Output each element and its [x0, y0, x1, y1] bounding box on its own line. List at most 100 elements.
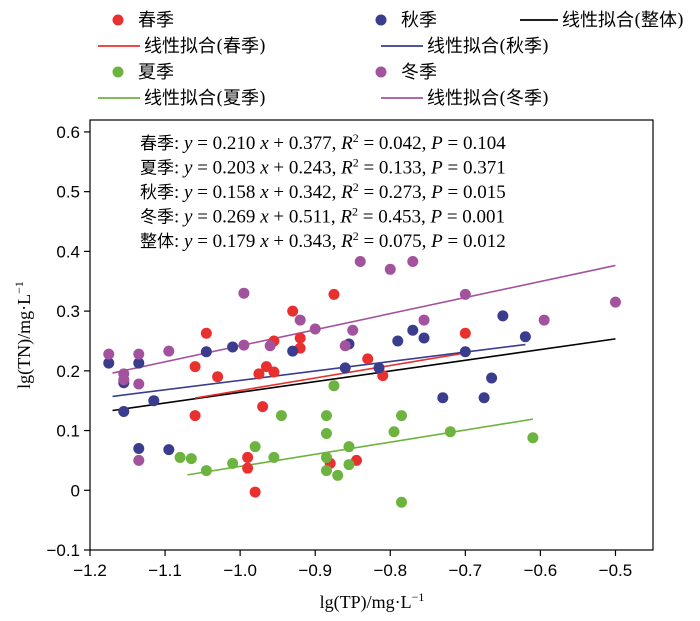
- legend-marker: [375, 14, 387, 26]
- point-秋季: [339, 362, 351, 374]
- annotation-春季: 春季: y = 0.210 x + 0.377, R2 = 0.042, P =…: [140, 131, 506, 154]
- point-冬季: [264, 340, 276, 352]
- point-春季: [189, 361, 201, 373]
- point-夏季: [320, 465, 332, 477]
- y-tick-label: 0.4: [56, 242, 80, 261]
- y-tick-label: 0.1: [56, 422, 80, 441]
- point-冬季: [238, 287, 250, 299]
- point-夏季: [332, 469, 344, 481]
- point-夏季: [320, 451, 332, 463]
- point-秋季: [392, 335, 404, 347]
- point-秋季: [227, 341, 239, 353]
- x-tick-label: −0.5: [599, 561, 633, 580]
- legend-label: 线性拟合(夏季): [144, 88, 266, 109]
- point-春季: [362, 353, 374, 365]
- point-秋季: [478, 392, 490, 404]
- point-冬季: [459, 288, 471, 300]
- legend-label: 夏季: [138, 62, 174, 83]
- annotation-夏季: 夏季: y = 0.203 x + 0.243, R2 = 0.133, P =…: [140, 156, 506, 179]
- point-春季: [328, 288, 340, 300]
- point-冬季: [384, 263, 396, 275]
- point-春季: [287, 305, 299, 317]
- point-冬季: [354, 256, 366, 268]
- point-春季: [242, 462, 254, 474]
- legend-item-线性拟合-春季: 线性拟合(春季): [98, 36, 266, 57]
- point-夏季: [227, 457, 239, 469]
- x-tick-label: −0.6: [524, 561, 558, 580]
- point-春季: [294, 332, 306, 344]
- point-秋季: [486, 372, 498, 384]
- y-axis-label: lg(TN)/mg·L−1: [12, 281, 35, 389]
- legend-label: 春季: [138, 10, 174, 31]
- point-冬季: [339, 340, 351, 352]
- legend-item-秋季: 秋季: [375, 10, 437, 31]
- x-tick-label: −1.2: [73, 561, 107, 580]
- point-夏季: [527, 432, 539, 444]
- point-冬季: [103, 348, 115, 360]
- legend-item-冬季: 冬季: [375, 62, 437, 83]
- point-春季: [212, 371, 224, 383]
- point-冬季: [418, 314, 430, 326]
- annotation-冬季: 冬季: y = 0.269 x + 0.511, R2 = 0.453, P =…: [140, 205, 505, 228]
- point-夏季: [275, 410, 287, 422]
- fit-line-秋季: [112, 343, 526, 398]
- point-春季: [253, 368, 265, 380]
- legend-label: 线性拟合(整体): [562, 10, 684, 31]
- x-axis-label: lg(TP)/mg·L−1: [320, 590, 425, 613]
- point-夏季: [343, 459, 355, 471]
- point-冬季: [294, 314, 306, 326]
- point-冬季: [133, 348, 145, 360]
- point-春季: [249, 486, 261, 498]
- point-秋季: [133, 357, 145, 369]
- annotation-整体: 整体: y = 0.179 x + 0.343, R2 = 0.075, P =…: [140, 229, 506, 252]
- legend-label: 线性拟合(秋季): [427, 36, 549, 57]
- point-春季: [268, 366, 280, 378]
- point-夏季: [174, 451, 186, 463]
- legend-marker: [112, 66, 124, 78]
- point-夏季: [320, 410, 332, 422]
- legend-item-线性拟合-冬季: 线性拟合(冬季): [381, 88, 549, 109]
- y-tick-label: −0.1: [46, 541, 80, 560]
- point-夏季: [388, 426, 400, 438]
- point-秋季: [103, 357, 115, 369]
- legend-item-夏季: 夏季: [112, 62, 174, 83]
- fit-lines: [112, 264, 616, 476]
- legend-label: 线性拟合(春季): [144, 36, 266, 57]
- point-秋季: [407, 324, 419, 336]
- legend: 春季 秋季 线性拟合(整体) 线性拟合(春季) 线性拟合(秋季) 夏季 冬季线性拟合(夏季)…: [98, 10, 684, 109]
- legend-label: 冬季: [401, 62, 437, 83]
- regression-annotations: 春季: y = 0.210 x + 0.377, R2 = 0.042, P =…: [140, 131, 506, 252]
- x-tick-label: −0.7: [449, 561, 483, 580]
- legend-item-春季: 春季: [112, 10, 174, 31]
- y-axis: −0.1 0 0.1 0.2 0.3 0.4 0.5 0.6: [46, 123, 90, 560]
- annotation-秋季: 秋季: y = 0.158 x + 0.342, R2 = 0.273, P =…: [140, 180, 506, 203]
- point-夏季: [268, 451, 280, 463]
- point-秋季: [148, 395, 160, 407]
- point-春季: [459, 327, 471, 339]
- y-tick-label: 0.6: [56, 123, 80, 142]
- point-夏季: [444, 426, 456, 438]
- x-axis: −1.2 −1.1 −1.0 −0.9 −0.8 −0.7 −0.6 −0.5: [73, 550, 632, 580]
- point-冬季: [538, 314, 550, 326]
- point-冬季: [407, 256, 419, 268]
- y-tick-label: 0: [71, 481, 80, 500]
- point-冬季: [347, 324, 359, 336]
- legend-marker: [112, 14, 124, 26]
- point-秋季: [287, 345, 299, 357]
- point-夏季: [249, 441, 261, 453]
- point-秋季: [418, 332, 430, 344]
- y-axis-label-sup: −1: [12, 281, 26, 294]
- point-秋季: [133, 442, 145, 454]
- x-tick-label: −0.8: [373, 561, 407, 580]
- point-冬季: [238, 339, 250, 351]
- point-春季: [200, 327, 212, 339]
- legend-item-线性拟合-夏季: 线性拟合(夏季): [98, 88, 266, 109]
- legend-label: 秋季: [401, 10, 437, 31]
- fit-line-整体: [112, 338, 616, 412]
- point-夏季: [320, 428, 332, 440]
- fit-line-冬季: [112, 264, 616, 374]
- y-tick-label: 0.5: [56, 183, 80, 202]
- point-春季: [257, 401, 269, 413]
- point-秋季: [118, 405, 130, 417]
